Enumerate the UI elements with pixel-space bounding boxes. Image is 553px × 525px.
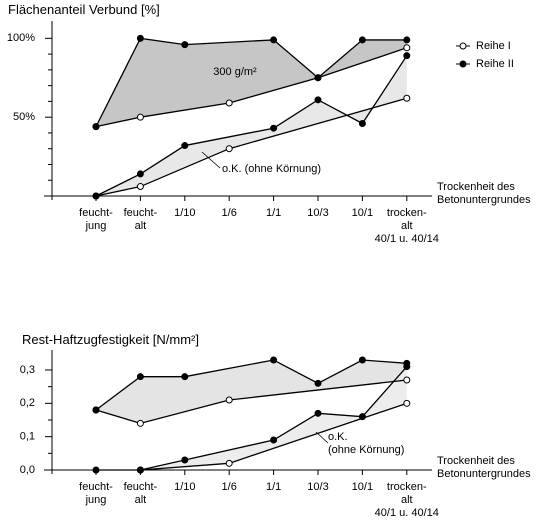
- x-tick-label: 1/6: [221, 481, 237, 493]
- x-tick-label: 10/1: [351, 207, 374, 219]
- x-tick-label: feucht- alt: [123, 207, 158, 232]
- y-tick-label: 0,2: [20, 397, 35, 409]
- data-point: [92, 123, 100, 131]
- data-point: [358, 356, 366, 364]
- data-point: [225, 145, 233, 153]
- x-tick-label: feucht- jung: [79, 481, 113, 506]
- data-point: [181, 41, 189, 49]
- data-point: [136, 34, 144, 42]
- band: [96, 55, 407, 196]
- chart-title: Flächenanteil Verbund [%]: [8, 2, 160, 17]
- y-tick-label: 100%: [7, 32, 35, 44]
- x-tick-label: feucht- jung: [79, 207, 113, 232]
- data-point: [225, 396, 233, 404]
- chart-title: Rest-Haftzugfestigkeit [N/mm²]: [22, 332, 199, 347]
- x-tick-label: 1/10: [174, 481, 196, 493]
- data-point: [225, 459, 233, 467]
- data-point: [92, 192, 100, 200]
- data-point: [403, 52, 411, 60]
- data-point: [270, 124, 278, 132]
- series-line: [95, 97, 407, 197]
- data-point: [92, 466, 100, 474]
- data-point: [270, 36, 278, 44]
- data-point: [314, 74, 322, 82]
- x-tick-label: trocken- alt 40/1 u. 40/14: [374, 207, 439, 245]
- data-point: [136, 373, 144, 381]
- data-point: [270, 356, 278, 364]
- x-tick-label: 1/1: [265, 207, 282, 219]
- data-point: [181, 456, 189, 464]
- data-point: [136, 419, 144, 427]
- x-tick-label: 10/1: [351, 481, 374, 493]
- x-tick-label: feucht- alt: [123, 481, 158, 506]
- data-point: [225, 99, 233, 107]
- data-point: [403, 36, 411, 44]
- data-point: [136, 170, 144, 178]
- data-point: [403, 376, 411, 384]
- data-point: [314, 379, 322, 387]
- data-point: [92, 406, 100, 414]
- data-point: [136, 183, 144, 191]
- data-point: [403, 44, 411, 52]
- data-point: [181, 142, 189, 150]
- legend-label: Reihe I: [476, 40, 511, 52]
- data-point: [136, 466, 144, 474]
- data-point: [270, 436, 278, 444]
- x-tick-label: 10/3: [307, 481, 329, 493]
- data-point: [358, 119, 366, 127]
- data-point: [314, 96, 322, 104]
- x-axis-label: Trockenheit des Betonuntergrundes: [437, 455, 531, 480]
- data-point: [136, 113, 144, 121]
- legend-label: Reihe II: [476, 58, 514, 70]
- band: [96, 38, 407, 127]
- x-tick-label: 1/1: [265, 481, 282, 493]
- series-line: [95, 379, 407, 425]
- data-point: [403, 399, 411, 407]
- x-tick-label: trocken- alt 40/1 u. 40/14: [374, 481, 439, 519]
- annotation: 300 g/m²: [213, 66, 257, 78]
- y-tick-label: 0,0: [20, 464, 35, 476]
- annotation: o.K. (ohne Körnung): [222, 163, 322, 175]
- band: [96, 360, 407, 424]
- leader-line: [201, 151, 221, 169]
- band: [96, 366, 407, 470]
- y-tick-label: 50%: [13, 111, 35, 123]
- data-point: [358, 413, 366, 421]
- data-point: [403, 363, 411, 371]
- legend-marker: [459, 42, 467, 50]
- annotation: o.K. (ohne Körnung): [328, 431, 405, 456]
- y-tick-label: 0,1: [20, 431, 35, 443]
- data-point: [181, 373, 189, 381]
- legend-marker: [459, 60, 467, 68]
- data-point: [314, 409, 322, 417]
- x-tick-label: 1/10: [174, 207, 196, 219]
- leader-line: [315, 431, 329, 444]
- y-tick-label: 0,3: [20, 364, 35, 376]
- x-tick-label: 1/6: [221, 207, 237, 219]
- x-tick-label: 10/3: [307, 207, 329, 219]
- data-point: [358, 36, 366, 44]
- data-point: [403, 94, 411, 102]
- x-axis-label: Trockenheit des Betonuntergrundes: [437, 181, 531, 206]
